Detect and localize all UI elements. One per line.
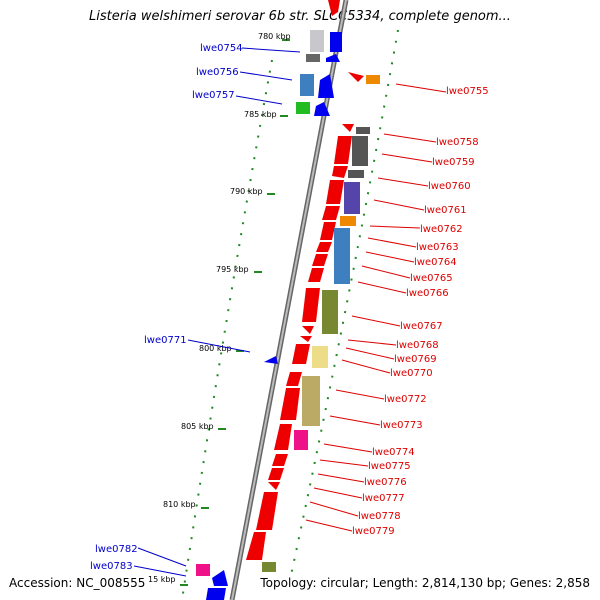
gene-label[interactable]: lwe0759 [432, 157, 475, 168]
tick-label: 795 kbp [216, 265, 249, 274]
gene-label[interactable]: lwe0775 [368, 461, 411, 472]
gene-label[interactable]: lwe0767 [400, 321, 443, 332]
gene-label[interactable]: lwe0766 [406, 288, 449, 299]
gene-label[interactable]: lwe0760 [428, 181, 471, 192]
callout-lines-left [133, 47, 301, 577]
gene-label[interactable]: lwe0769 [394, 354, 437, 365]
gene-label[interactable]: lwe0770 [390, 368, 433, 379]
gene-block-steelblue [300, 74, 314, 96]
gene-label[interactable]: lwe0778 [358, 511, 401, 522]
gene-label[interactable]: lwe0783 [90, 561, 133, 572]
tick-label: 800 kbp [199, 344, 232, 353]
tick-label: 790 kbp [230, 187, 263, 196]
gene-label[interactable]: lwe0765 [410, 273, 453, 284]
gene-features-colored-track [196, 127, 370, 600]
gene-arrow-blue-2 [326, 54, 340, 62]
gene-arrow-blue-1 [330, 32, 342, 52]
gene-labels-right: lwe0755 lwe0758 lwe0759 lwe0760 lwe0761 … [352, 86, 489, 537]
gene-arrow-blue-3 [318, 74, 334, 98]
gene-label[interactable]: lwe0758 [436, 137, 479, 148]
gene-label[interactable]: lwe0754 [200, 43, 243, 54]
gene-label[interactable]: lwe0772 [384, 394, 427, 405]
gene-label[interactable]: lwe0761 [424, 205, 467, 216]
gene-label[interactable]: lwe0756 [196, 67, 239, 78]
gene-label[interactable]: lwe0782 [95, 544, 138, 555]
gene-label[interactable]: lwe0764 [414, 257, 457, 268]
gene-label[interactable]: lwe0771 [144, 335, 187, 346]
gene-label[interactable]: lwe0763 [416, 242, 459, 253]
gene-label[interactable]: lwe0779 [352, 526, 395, 537]
gene-arrow-blue-4 [314, 102, 330, 116]
gene-features-red-track [246, 124, 354, 560]
gene-label[interactable]: lwe0773 [380, 420, 423, 431]
gene-label[interactable]: lwe0777 [362, 493, 405, 504]
gene-features-top [296, 0, 380, 116]
tick-label: 780 kbp [258, 32, 291, 41]
gene-label[interactable]: lwe0774 [372, 447, 415, 458]
tick-label: 15 kbp [148, 575, 176, 584]
gene-label[interactable]: lwe0776 [364, 477, 407, 488]
gene-label[interactable]: lwe0755 [446, 86, 489, 97]
map-title: Listeria welshimeri serovar 6b str. SLCC… [89, 9, 511, 24]
tick-label: 805 kbp [181, 422, 214, 431]
gene-block-gray [306, 54, 320, 62]
topology-text: Topology: circular; Length: 2,814,130 bp… [260, 576, 590, 590]
gene-labels-left: lwe0754 lwe0756 lwe0757 lwe0771 lwe0782 … [90, 43, 243, 572]
tick-label: 785 kbp [244, 110, 277, 119]
gene-block-lightgray [310, 30, 324, 52]
gene-label[interactable]: lwe0762 [420, 224, 463, 235]
accession-text: Accession: NC_008555 [9, 576, 146, 590]
gene-arrow-red-top [328, 0, 340, 16]
gene-block-orange [366, 75, 380, 84]
gene-block-green [296, 102, 310, 114]
callout-lines-right [305, 83, 447, 532]
tick-labels: 780 kbp 785 kbp 790 kbp 795 kbp 800 kbp … [148, 32, 291, 584]
gene-label[interactable]: lwe0768 [396, 340, 439, 351]
gene-label[interactable]: lwe0757 [192, 90, 235, 101]
gene-arrow-red-small [348, 72, 364, 82]
tick-label: 810 kbp [163, 500, 196, 509]
